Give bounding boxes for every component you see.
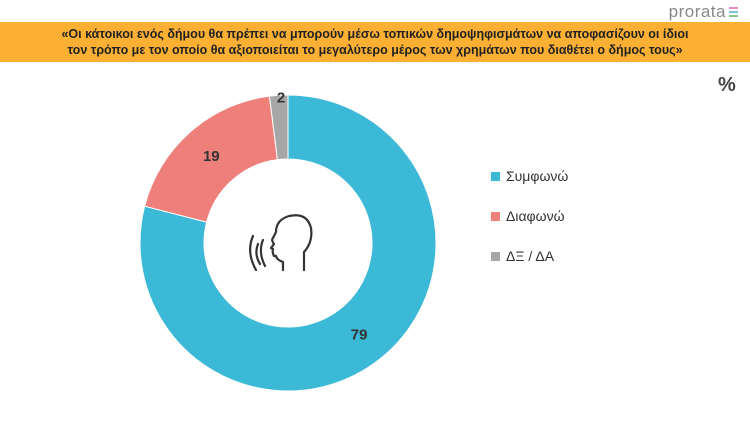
data-label-2: 2: [277, 89, 285, 106]
legend-label: ΔΞ / ΔΑ: [506, 248, 555, 264]
percent-unit: %: [718, 74, 736, 96]
legend-label: Διαφωνώ: [506, 208, 565, 224]
data-label-0: 79: [351, 327, 368, 344]
slice-2: [268, 94, 289, 161]
legend-swatch: [491, 251, 500, 261]
legend-label: Συμφωνώ: [506, 168, 569, 184]
legend-item: ΔΞ / ΔΑ: [491, 246, 568, 266]
legend-item: Διαφωνώ: [491, 206, 568, 226]
legend-swatch: [491, 171, 500, 181]
logo-bars-icon: [729, 7, 738, 17]
slice-0: [139, 94, 437, 392]
data-label-1: 19: [203, 148, 220, 165]
question-line-2: τον τρόπο με τον οποίο θα αξιοποιείται τ…: [67, 43, 683, 57]
prorata-logo: prorata: [669, 2, 738, 22]
logo-text: prorata: [668, 2, 726, 21]
speaking-head-icon: [249, 214, 313, 272]
legend-item: Συμφωνώ: [491, 166, 568, 186]
question-line-1: «Οι κάτοικοι ενός δήμου θα πρέπει να μπο…: [61, 27, 689, 41]
chart-legend: Συμφωνώ Διαφωνώ ΔΞ / ΔΑ: [491, 166, 568, 286]
legend-swatch: [491, 211, 500, 221]
question-banner: «Οι κάτοικοι ενός δήμου θα πρέπει να μπο…: [0, 22, 750, 62]
